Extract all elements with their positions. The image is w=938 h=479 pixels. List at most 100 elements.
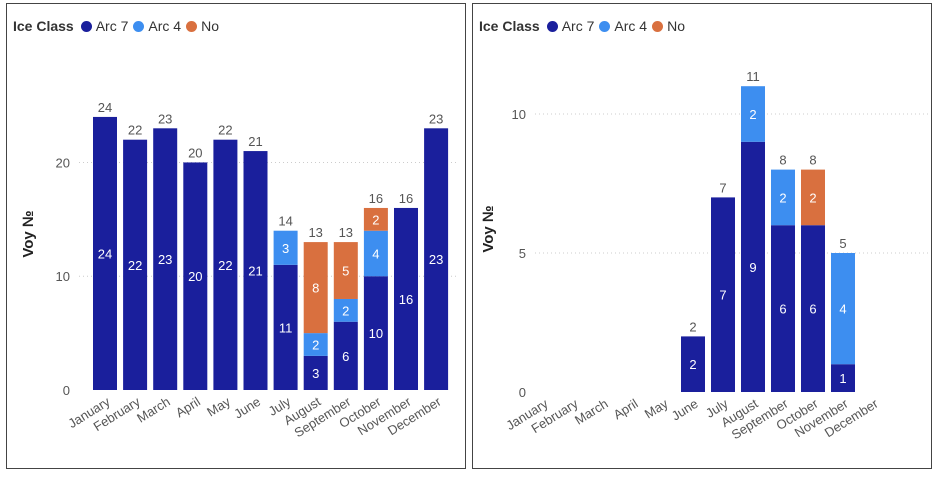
bar-data-label: 2 bbox=[342, 303, 349, 318]
legend-dot-arc4 bbox=[133, 20, 145, 32]
legend-item-no[interactable]: No bbox=[186, 18, 219, 34]
bar-data-label: 2 bbox=[779, 190, 786, 205]
x-tick-label: June bbox=[231, 394, 263, 422]
bar-segment[interactable] bbox=[831, 364, 855, 392]
bar-segment[interactable] bbox=[123, 139, 148, 390]
bar-segment[interactable] bbox=[363, 230, 388, 277]
bar-segment[interactable] bbox=[424, 128, 449, 391]
bar-segment[interactable] bbox=[363, 276, 388, 390]
bar-data-label: 9 bbox=[749, 260, 756, 275]
legend-item-no[interactable]: No bbox=[652, 18, 685, 34]
bar-segment[interactable] bbox=[741, 86, 765, 142]
bar-total-label: 16 bbox=[369, 191, 383, 206]
bar-data-label: 16 bbox=[399, 292, 413, 307]
bar-segment[interactable] bbox=[801, 225, 825, 392]
bar-segment[interactable] bbox=[741, 141, 765, 392]
bar-total-label: 5 bbox=[839, 236, 846, 251]
bar-total-label: 8 bbox=[809, 153, 816, 168]
bar-segment[interactable] bbox=[153, 128, 178, 391]
bar-data-label: 4 bbox=[372, 246, 379, 261]
x-tick-label: April bbox=[173, 394, 203, 421]
bar-data-label: 10 bbox=[369, 326, 383, 341]
bar-data-label: 5 bbox=[342, 264, 349, 279]
bar-data-label: 6 bbox=[342, 349, 349, 364]
bar-data-label: 2 bbox=[809, 190, 816, 205]
bar-data-label: 23 bbox=[429, 252, 443, 267]
legend-dot-arc4 bbox=[599, 20, 611, 32]
bar-segment[interactable] bbox=[183, 162, 208, 390]
legend-label-arc4: Arc 4 bbox=[614, 18, 648, 34]
x-tick-label: June bbox=[669, 396, 701, 424]
bar-data-label: 4 bbox=[839, 302, 846, 317]
bar-total-label: 23 bbox=[158, 111, 172, 126]
legend-item-arc7[interactable]: Arc 7 bbox=[80, 18, 129, 34]
legend-item-arc4[interactable]: Arc 4 bbox=[599, 18, 647, 34]
legend-label-arc7: Arc 7 bbox=[561, 18, 595, 34]
legend-item-arc4[interactable]: Arc 4 bbox=[133, 18, 181, 34]
bar-total-label: 23 bbox=[429, 111, 443, 126]
bar-segment[interactable] bbox=[771, 225, 795, 392]
y-tick-label: 0 bbox=[63, 383, 70, 398]
legend-dot-arc7 bbox=[546, 20, 558, 32]
bar-data-label: 23 bbox=[158, 252, 172, 267]
bar-segment[interactable] bbox=[303, 333, 328, 356]
bar-data-label: 3 bbox=[282, 241, 289, 256]
chart-panel-left: Ice Class Arc 7 Arc 4 No 0 10 20 Voy № 24 24 J… bbox=[6, 3, 466, 469]
bar-segment[interactable] bbox=[303, 355, 328, 390]
bar-data-label: 22 bbox=[218, 258, 232, 273]
bar-total-label: 13 bbox=[339, 225, 353, 240]
bar-segment[interactable] bbox=[213, 139, 238, 390]
bar-segment[interactable] bbox=[771, 169, 795, 226]
bar-data-label: 24 bbox=[98, 246, 112, 261]
bar-data-label: 3 bbox=[312, 366, 319, 381]
bar-data-label: 1 bbox=[839, 371, 846, 386]
legend-label-arc7: Arc 7 bbox=[95, 18, 129, 34]
x-tick-label: May bbox=[642, 396, 671, 422]
y-tick-label: 10 bbox=[512, 107, 526, 122]
bar-segment[interactable] bbox=[303, 242, 328, 334]
bar-data-label: 7 bbox=[719, 288, 726, 303]
bar-total-label: 24 bbox=[98, 100, 112, 115]
bar-data-label: 21 bbox=[248, 264, 262, 279]
legend-dot-no bbox=[652, 20, 664, 32]
y-tick-label: 5 bbox=[519, 246, 526, 261]
bar-total-label: 7 bbox=[719, 180, 726, 195]
legend-label-arc4: Arc 4 bbox=[148, 18, 182, 34]
bar-data-label: 22 bbox=[128, 258, 142, 273]
bar-segment[interactable] bbox=[831, 253, 855, 365]
bar-segment[interactable] bbox=[93, 116, 117, 390]
chart-panel-right: Ice Class Arc 7 Arc 4 No 0 5 10 Voy № Januar… bbox=[472, 3, 932, 469]
bar-total-label: 2 bbox=[689, 319, 696, 334]
legend-item-arc7[interactable]: Arc 7 bbox=[546, 18, 595, 34]
bar-segment[interactable] bbox=[394, 207, 418, 390]
legend: Ice Class Arc 7 Arc 4 No bbox=[13, 18, 224, 34]
bar-data-label: 6 bbox=[779, 302, 786, 317]
bar-data-label: 2 bbox=[312, 337, 319, 352]
x-tick-label: April bbox=[611, 396, 641, 423]
bar-data-label: 2 bbox=[372, 212, 379, 227]
bar-data-label: 2 bbox=[749, 107, 756, 122]
legend-label-no: No bbox=[667, 18, 685, 34]
bar-total-label: 22 bbox=[218, 123, 232, 138]
bar-segment[interactable] bbox=[273, 264, 298, 390]
bar-data-label: 11 bbox=[279, 320, 293, 335]
y-tick-label: 0 bbox=[519, 385, 526, 400]
bar-segment[interactable] bbox=[273, 230, 298, 265]
y-tick-label: 20 bbox=[56, 155, 70, 170]
bar-segment[interactable] bbox=[363, 207, 388, 231]
bar-segment[interactable] bbox=[711, 197, 735, 392]
bar-data-label: 2 bbox=[689, 357, 696, 372]
bar-segment[interactable] bbox=[333, 242, 358, 299]
bar-total-label: 8 bbox=[779, 153, 786, 168]
bar-segment[interactable] bbox=[333, 298, 358, 322]
bar-segment[interactable] bbox=[681, 336, 705, 392]
bar-segment[interactable] bbox=[243, 151, 268, 390]
bar-total-label: 20 bbox=[188, 145, 202, 160]
x-tick-label: March bbox=[572, 396, 611, 428]
bar-total-label: 11 bbox=[746, 69, 760, 84]
bar-total-label: 13 bbox=[308, 225, 322, 240]
bar-segment[interactable] bbox=[801, 169, 825, 226]
bar-segment[interactable] bbox=[333, 321, 358, 390]
